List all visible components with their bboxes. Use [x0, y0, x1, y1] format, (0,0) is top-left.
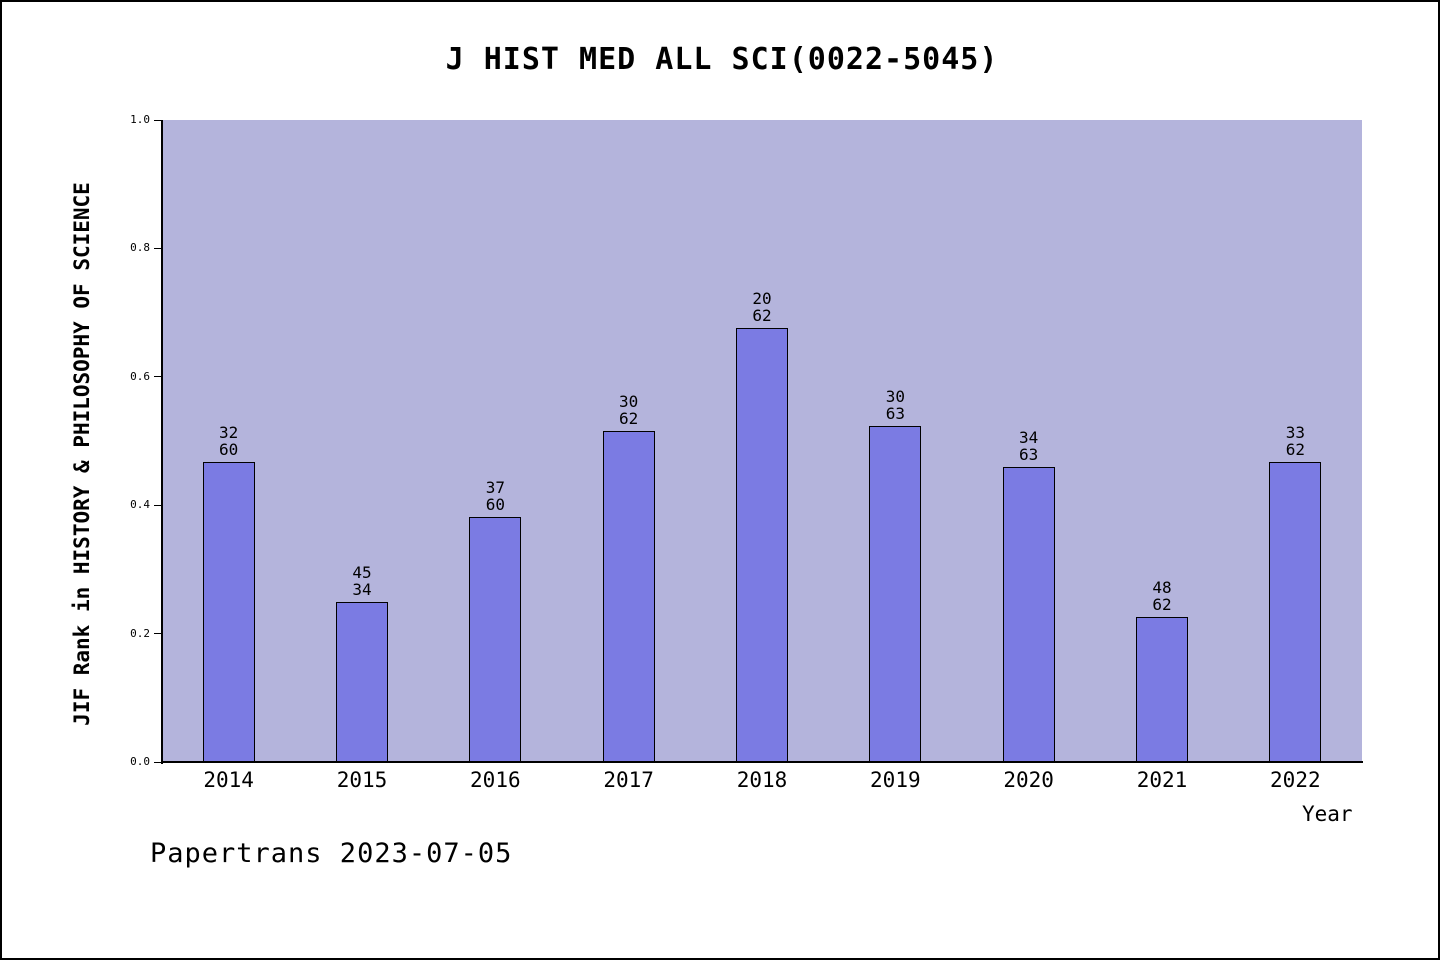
x-tick-label-2016: 2016 — [470, 768, 521, 792]
y-tick-mark — [154, 633, 162, 635]
y-tick-label: 1.0 — [130, 113, 150, 126]
x-axis-label: Year — [1302, 802, 1353, 826]
bar-value-label-2017: 30 62 — [619, 392, 639, 428]
x-tick-label-2022: 2022 — [1270, 768, 1321, 792]
x-tick-label-2018: 2018 — [736, 768, 788, 792]
bar-value-label-2014: 32 60 — [219, 423, 239, 459]
bar-value-label-2015: 45 34 — [352, 563, 372, 599]
bar-value-label-2020: 34 63 — [1019, 428, 1039, 464]
chart-title: J HIST MED ALL SCI(0022-5045) — [445, 42, 999, 77]
y-axis-label: JIF Rank in HISTORY & PHILOSOPHY OF SCIE… — [70, 182, 94, 726]
bar-2022 — [1269, 462, 1322, 762]
y-tick-mark — [154, 504, 162, 506]
footer-watermark: Papertrans 2023-07-05 — [150, 838, 513, 869]
x-tick-label-2017: 2017 — [603, 768, 654, 792]
y-tick-label: 0.4 — [130, 498, 150, 512]
x-axis-line — [161, 761, 1363, 763]
y-tick-mark — [154, 761, 162, 763]
y-axis-line — [161, 120, 163, 764]
x-tick-label-2019: 2019 — [870, 768, 921, 792]
bar-2020 — [1002, 467, 1055, 762]
x-tick-label-2014: 2014 — [203, 768, 254, 792]
y-tick-label: 0.6 — [130, 369, 150, 383]
x-tick-label-2020: 2020 — [1003, 768, 1054, 792]
bar-2015 — [336, 602, 388, 762]
y-tick-label: 0.8 — [130, 241, 150, 255]
bar-2014 — [202, 462, 255, 762]
bar-value-label-2016: 37 60 — [485, 478, 505, 514]
x-tick-label-2021: 2021 — [1136, 768, 1188, 792]
x-tick-label-2015: 2015 — [336, 768, 388, 792]
bar-value-label-2019: 30 63 — [885, 387, 905, 423]
bar-2016 — [469, 517, 522, 762]
y-tick-mark — [154, 247, 162, 249]
bar-2021 — [1136, 617, 1188, 762]
bar-value-label-2022: 33 62 — [1285, 423, 1305, 459]
y-tick-mark — [154, 376, 162, 378]
bar-value-label-2018: 20 62 — [752, 289, 772, 325]
bar-2018 — [736, 328, 788, 762]
bar-2019 — [869, 426, 922, 762]
y-tick-label: 0.0 — [130, 755, 150, 768]
bar-2017 — [602, 431, 655, 762]
bar-value-label-2021: 48 62 — [1152, 578, 1172, 614]
y-tick-label: 0.2 — [130, 626, 150, 640]
y-tick-mark — [154, 119, 162, 121]
